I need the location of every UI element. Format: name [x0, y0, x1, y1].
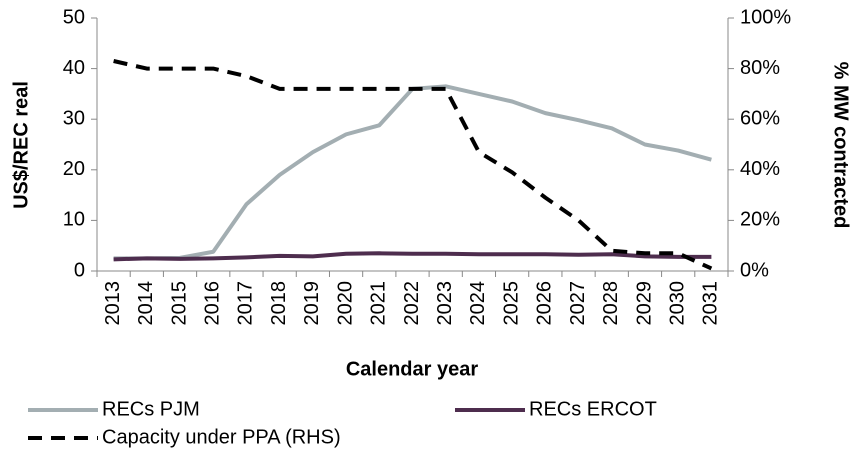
x-tick-label: 2021	[368, 281, 390, 326]
legend-label: RECs ERCOT	[529, 398, 657, 420]
x-tick-label: 2023	[434, 281, 456, 326]
y-tick-label: 30	[63, 107, 85, 129]
y2-tick-label: 40%	[740, 158, 780, 180]
y-tick-label: 0	[74, 259, 85, 281]
x-tick-label: 2022	[401, 281, 423, 326]
x-tick-label: 2013	[102, 281, 124, 326]
x-tick-label: 2029	[633, 281, 655, 326]
x-tick-label: 2031	[700, 281, 722, 326]
x-tick-label: 2024	[467, 281, 489, 326]
x-tick-label: 2026	[534, 281, 556, 326]
x-tick-label: 2019	[301, 281, 323, 326]
x-axis-title: Calendar year	[346, 358, 479, 380]
x-tick-label: 2016	[202, 281, 224, 326]
x-tick-label: 2027	[567, 281, 589, 326]
y-axis-title: US$/REC real	[10, 81, 32, 209]
x-tick-label: 2017	[235, 281, 257, 326]
y2-tick-label: 80%	[740, 57, 780, 79]
x-tick-label: 2030	[666, 281, 688, 326]
y-tick-label: 10	[63, 209, 85, 231]
y2-tick-label: 20%	[740, 209, 780, 231]
x-tick-label: 2028	[600, 281, 622, 326]
legend-label: Capacity under PPA (RHS)	[102, 426, 341, 448]
y2-axis-title: % MW contracted	[830, 62, 852, 229]
x-tick-label: 2020	[334, 281, 356, 326]
y2-tick-label: 60%	[740, 107, 780, 129]
y-tick-label: 50	[63, 6, 85, 28]
x-tick-label: 2025	[500, 281, 522, 326]
y-tick-label: 40	[63, 57, 85, 79]
series-line	[113, 59, 713, 271]
series-line	[113, 251, 712, 262]
y-tick-label: 20	[63, 158, 85, 180]
x-tick-label: 2015	[168, 281, 190, 326]
y2-tick-label: 0%	[740, 259, 769, 281]
legend-label: RECs PJM	[102, 398, 200, 420]
series-line	[113, 84, 712, 261]
y2-tick-label: 100%	[740, 6, 791, 28]
x-tick-label: 2018	[268, 281, 290, 326]
x-tick-label: 2014	[135, 281, 157, 326]
